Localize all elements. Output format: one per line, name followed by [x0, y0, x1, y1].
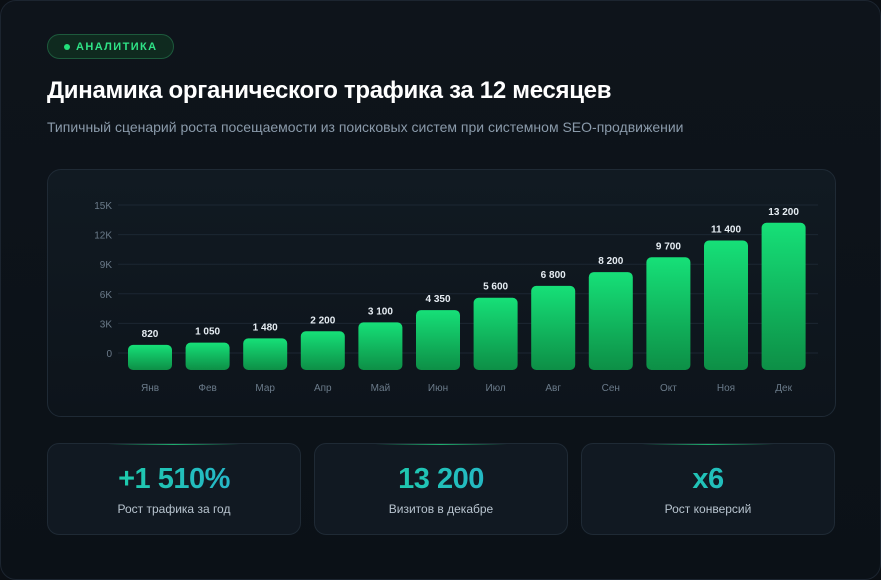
- stat-glow-line: [375, 444, 507, 445]
- x-tick-label: Июн: [428, 383, 448, 394]
- bar-value-label: 5 600: [483, 282, 508, 293]
- bar: [416, 310, 460, 370]
- stat-value: +1 510%: [48, 463, 300, 496]
- x-tick-label: Май: [371, 383, 391, 394]
- stat-label: Рост конверсий: [664, 502, 752, 516]
- bar: [473, 297, 518, 370]
- bar-value-label: 4 350: [425, 294, 450, 305]
- x-tick-label: Июл: [485, 383, 505, 394]
- y-tick-label: 12K: [94, 231, 112, 242]
- stat-label: Рост трафика за год: [117, 502, 231, 516]
- analytics-badge: АНАЛИТИКА: [47, 34, 175, 59]
- bar-value-label: 2 200: [310, 315, 335, 326]
- x-tick-label: Апр: [314, 383, 332, 394]
- bar: [185, 342, 230, 370]
- y-tick-label: 3K: [100, 319, 113, 330]
- y-tick-label: 6K: [100, 290, 113, 301]
- bar: [358, 322, 403, 370]
- bar-value-label: 8 200: [598, 256, 623, 267]
- bar: [588, 272, 633, 370]
- y-tick-label: 15K: [94, 201, 112, 212]
- stat-value: x6: [582, 463, 834, 496]
- x-tick-label: Ноя: [717, 383, 735, 394]
- x-tick-label: Янв: [141, 383, 159, 394]
- x-tick-label: Дек: [775, 383, 792, 394]
- stat-glow-line: [642, 444, 774, 445]
- bar-value-label: 820: [142, 329, 159, 340]
- badge-dot-icon: [64, 43, 70, 50]
- y-tick-label: 9K: [100, 260, 113, 271]
- bar-value-label: 1 480: [253, 322, 278, 333]
- stat-card-december-visits: 13 200 Визитов в декабре: [314, 443, 568, 535]
- bar-value-label: 9 700: [656, 241, 681, 252]
- x-tick-label: Окт: [660, 383, 677, 394]
- bar: [761, 222, 806, 370]
- bar-value-label: 13 200: [768, 207, 799, 218]
- bar-value-label: 11 400: [711, 225, 741, 236]
- x-tick-label: Мар: [255, 383, 275, 394]
- bar-value-label: 1 050: [195, 327, 220, 338]
- x-tick-label: Авг: [545, 383, 561, 394]
- stat-card-traffic-growth: +1 510% Рост трафика за год: [47, 443, 301, 535]
- badge-label: АНАЛИТИКА: [76, 40, 158, 53]
- x-tick-label: Сен: [602, 383, 620, 394]
- stat-card-conversion-growth: x6 Рост конверсий: [581, 443, 835, 535]
- page-title: Динамика органического трафика за 12 мес…: [47, 77, 612, 104]
- stat-glow-line: [108, 444, 240, 445]
- x-tick-label: Фев: [198, 383, 216, 394]
- bar: [646, 257, 691, 370]
- stat-value: 13 200: [315, 463, 567, 496]
- bar-value-label: 3 100: [368, 306, 393, 317]
- traffic-chart-panel: 0 3K 6K 9K 12K 15K 820 Янв 1 050 Фев 1 480 Мар 2 200…: [47, 169, 836, 417]
- y-tick-label: 0: [106, 349, 112, 360]
- traffic-bar-chart: 0 3K 6K 9K 12K 15K 820 Янв 1 050 Фев 1 480 Мар 2 200…: [94, 201, 818, 394]
- bar: [704, 240, 748, 370]
- page-subtitle: Типичный сценарий роста посещаемости из …: [47, 119, 684, 135]
- bar-value-label: 6 800: [541, 270, 566, 281]
- bar: [243, 338, 288, 370]
- bar: [300, 331, 345, 370]
- stat-label: Визитов в декабре: [388, 502, 494, 516]
- bar: [128, 344, 172, 370]
- bar: [531, 285, 576, 370]
